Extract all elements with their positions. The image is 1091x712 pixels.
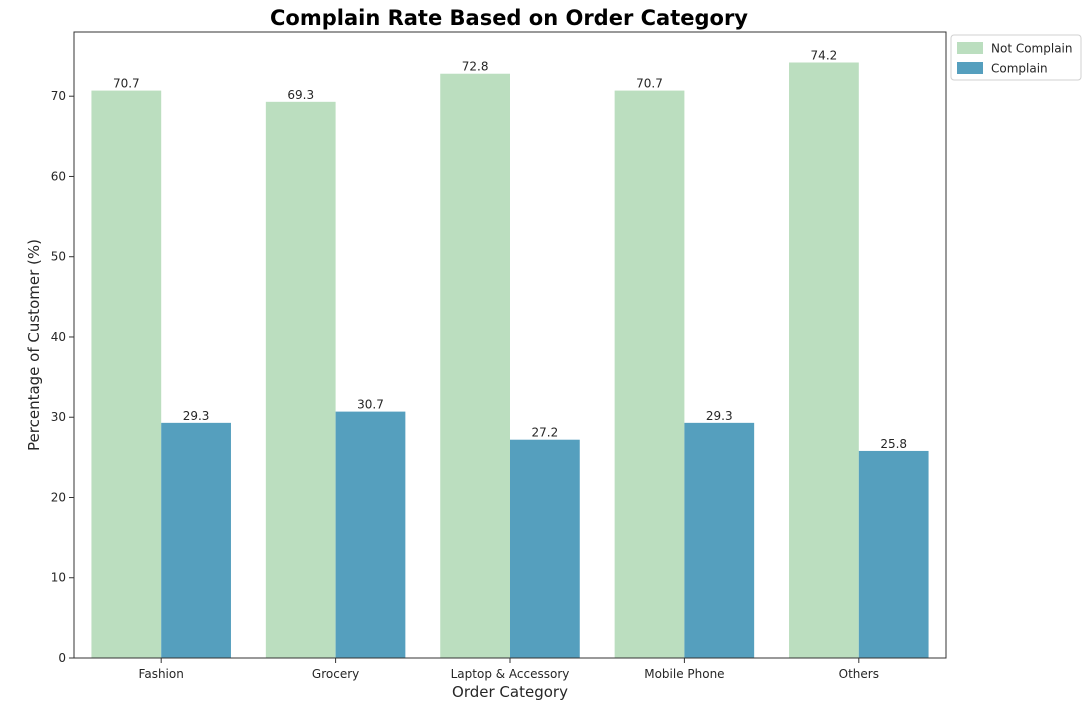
bars-layer [91, 62, 929, 659]
bar-complain-2 [510, 439, 580, 658]
bar-complain-0 [161, 422, 231, 658]
bar-not-complain-3 [614, 90, 685, 659]
bar-not-complain-4 [789, 62, 859, 658]
y-tick-label: 20 [51, 490, 66, 504]
bar-complain-4 [858, 450, 929, 658]
legend-frame [950, 34, 1082, 81]
legend-label: Complain [991, 62, 1048, 76]
legend: Not Complain Complain [950, 34, 1082, 81]
bar-complain-3 [684, 422, 755, 658]
y-axis-label: Percentage of Customer (%) [25, 239, 43, 451]
x-axis-label: Order Category [452, 683, 568, 701]
x-tick-label: Mobile Phone [644, 667, 724, 681]
legend-swatch [957, 62, 983, 74]
data-label: 29.3 [183, 409, 210, 423]
data-label: 25.8 [880, 437, 907, 451]
data-label: 27.2 [532, 426, 559, 440]
data-label: 70.7 [113, 77, 140, 91]
y-axis: 0 10 20 30 40 50 60 70 [51, 89, 74, 665]
bar-complain-1 [335, 411, 406, 658]
y-tick-label: 0 [58, 651, 66, 665]
data-label: 30.7 [357, 398, 384, 412]
x-tick-label: Others [839, 667, 879, 681]
bar-not-complain-1 [265, 101, 336, 658]
bar-not-complain-2 [440, 73, 510, 659]
data-label: 29.3 [706, 409, 733, 423]
data-label: 72.8 [462, 60, 489, 74]
chart-title: Complain Rate Based on Order Category [270, 6, 748, 30]
data-label: 74.2 [811, 49, 838, 63]
x-axis: Fashion Grocery Laptop & Accessory Mobile P… [139, 658, 879, 681]
data-labels-layer: 70.7 29.3 69.3 30.7 72.8 27.2 70.7 29.3 74.2 25.8 [113, 49, 907, 451]
y-tick-label: 60 [51, 169, 66, 183]
x-tick-label: Grocery [312, 667, 359, 681]
legend-swatch [957, 42, 983, 54]
y-tick-label: 50 [51, 250, 66, 264]
x-tick-label: Fashion [139, 667, 184, 681]
y-tick-label: 40 [51, 330, 66, 344]
x-tick-label: Laptop & Accessory [451, 667, 570, 681]
data-label: 70.7 [636, 77, 663, 91]
bar-not-complain-0 [91, 90, 162, 659]
y-tick-label: 30 [51, 410, 66, 424]
legend-label: Not Complain [991, 42, 1073, 56]
y-tick-label: 70 [51, 89, 66, 103]
data-label: 69.3 [287, 88, 314, 102]
y-tick-label: 10 [51, 571, 66, 585]
